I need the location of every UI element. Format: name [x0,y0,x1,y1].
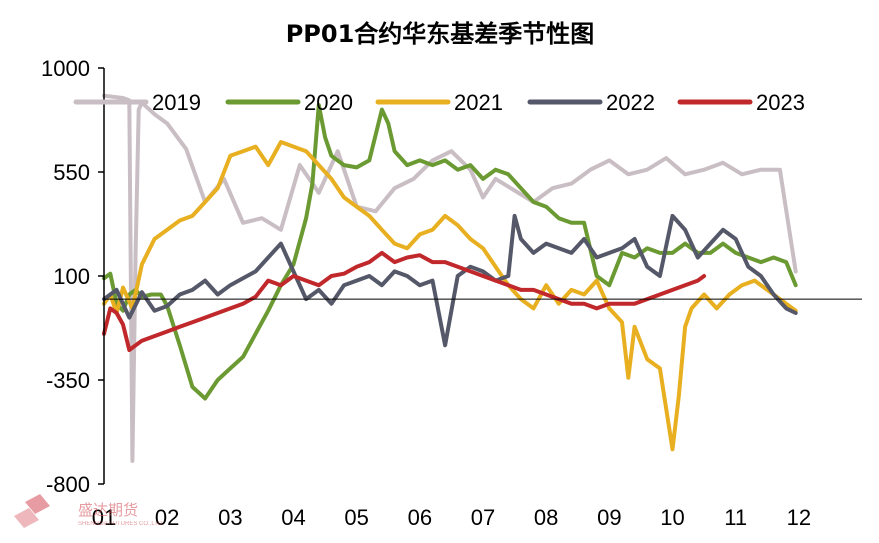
x-tick-label: 10 [660,505,684,530]
x-axis: 01 02 03 04 05 06 07 08 09 10 11 12 [92,298,862,530]
series-line-2019 [102,93,798,463]
logo-icon [14,494,50,528]
x-tick-label: 06 [408,505,432,530]
y-tick-label: 550 [53,160,90,185]
legend: 2019 2020 2021 2022 2023 [73,90,805,115]
logo-subtext: SHENGDA FUTURES CO.,LTD [78,521,163,527]
y-tick-label: 1000 [41,56,90,81]
company-logo: 盛达期货 SHENGDA FUTURES CO.,LTD [14,494,163,528]
chart-title: PP01合约华东基差季节性图 [286,20,595,48]
series-line-2023 [102,250,707,352]
series-line-2022 [102,213,798,348]
legend-label-2021: 2021 [454,90,503,115]
x-tick-label: 07 [471,505,495,530]
y-tick-label: -350 [46,368,90,393]
x-tick-label: 04 [281,505,305,530]
x-tick-label: 11 [724,505,747,530]
x-tick-label: 05 [344,505,368,530]
x-tick-label: 03 [218,505,242,530]
plot-area [102,93,798,463]
legend-label-2022: 2022 [606,90,655,115]
x-tick-label: 01 [92,505,116,530]
series-line-2020 [102,103,798,401]
logo-name: 盛达期货 [78,501,138,519]
legend-label-2020: 2020 [304,90,353,115]
legend-label-2023: 2023 [756,90,805,115]
y-tick-label: 100 [53,264,90,289]
legend-label-2019: 2019 [152,90,201,115]
y-axis: 1000 550 100 -350 -800 [41,56,105,497]
series-line-2021 [102,140,798,452]
x-tick-label: 02 [155,505,179,530]
y-tick-label: -800 [46,472,90,497]
x-tick-label: 08 [534,505,558,530]
x-tick-label: 09 [597,505,621,530]
x-tick-label: 12 [787,505,811,530]
